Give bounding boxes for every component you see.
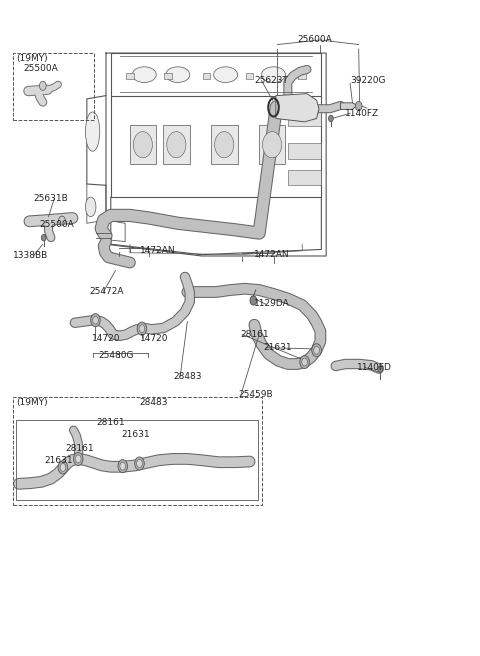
Circle shape [302, 358, 308, 366]
Text: 1472AN: 1472AN [254, 250, 290, 259]
Ellipse shape [85, 197, 96, 216]
Ellipse shape [263, 132, 282, 158]
Circle shape [41, 234, 46, 241]
Circle shape [300, 356, 310, 369]
Text: 28483: 28483 [173, 372, 202, 381]
Text: 25459B: 25459B [239, 390, 273, 400]
Text: 28161: 28161 [65, 444, 94, 453]
Bar [16, 420, 258, 499]
Text: 25500A: 25500A [39, 220, 74, 229]
Text: 25600A: 25600A [298, 35, 332, 45]
Circle shape [58, 461, 68, 474]
Bar [288, 170, 322, 185]
Bar [246, 73, 253, 79]
Text: (19MY): (19MY) [16, 398, 48, 407]
Ellipse shape [167, 132, 186, 158]
Text: 1129DA: 1129DA [254, 298, 290, 308]
Text: 21631: 21631 [45, 456, 73, 464]
Circle shape [135, 457, 144, 470]
Polygon shape [340, 103, 357, 110]
Text: 25472A: 25472A [89, 287, 124, 296]
Circle shape [93, 316, 98, 324]
Bar [288, 111, 322, 127]
Bar [259, 125, 286, 165]
Circle shape [250, 296, 257, 305]
Ellipse shape [133, 132, 153, 158]
Text: 21631: 21631 [121, 430, 150, 439]
Ellipse shape [214, 67, 238, 83]
Text: 14720: 14720 [140, 334, 168, 343]
Bar [130, 125, 156, 165]
Circle shape [120, 462, 126, 470]
Circle shape [91, 314, 100, 327]
Text: 25623T: 25623T [254, 76, 288, 85]
Text: 1140FZ: 1140FZ [345, 109, 379, 118]
Bar [299, 73, 306, 79]
Text: 25500A: 25500A [24, 64, 59, 73]
Circle shape [60, 464, 66, 472]
Bar [12, 397, 262, 504]
Polygon shape [276, 94, 319, 122]
Text: 28483: 28483 [140, 398, 168, 407]
Text: 28161: 28161 [96, 418, 125, 427]
Bar [126, 73, 134, 79]
Ellipse shape [262, 67, 286, 83]
Bar [12, 53, 94, 120]
Text: 21631: 21631 [263, 343, 291, 352]
Text: 14720: 14720 [92, 334, 120, 343]
Circle shape [328, 115, 333, 122]
Circle shape [59, 216, 65, 225]
Circle shape [75, 455, 81, 463]
Bar [164, 73, 172, 79]
Ellipse shape [215, 132, 234, 158]
Circle shape [312, 344, 322, 357]
Circle shape [137, 322, 147, 335]
Circle shape [378, 366, 383, 373]
Bar [203, 73, 210, 79]
Bar [288, 144, 322, 159]
Text: 25631B: 25631B [33, 194, 68, 203]
Bar [211, 125, 238, 165]
Ellipse shape [132, 67, 156, 83]
Circle shape [355, 102, 362, 111]
Text: (19MY): (19MY) [16, 54, 48, 63]
Circle shape [118, 460, 128, 473]
Text: 25480G: 25480G [99, 351, 134, 360]
Text: 39220G: 39220G [350, 76, 385, 85]
Ellipse shape [85, 112, 100, 152]
Text: 28161: 28161 [240, 330, 269, 339]
Circle shape [139, 325, 145, 333]
Text: 1140FD: 1140FD [357, 363, 392, 372]
Circle shape [137, 460, 143, 468]
Circle shape [39, 81, 46, 91]
Text: 1472AN: 1472AN [140, 246, 175, 255]
Bar [163, 125, 190, 165]
Circle shape [73, 453, 83, 466]
Text: 1338BB: 1338BB [12, 251, 48, 260]
Ellipse shape [166, 67, 190, 83]
Circle shape [314, 346, 320, 354]
